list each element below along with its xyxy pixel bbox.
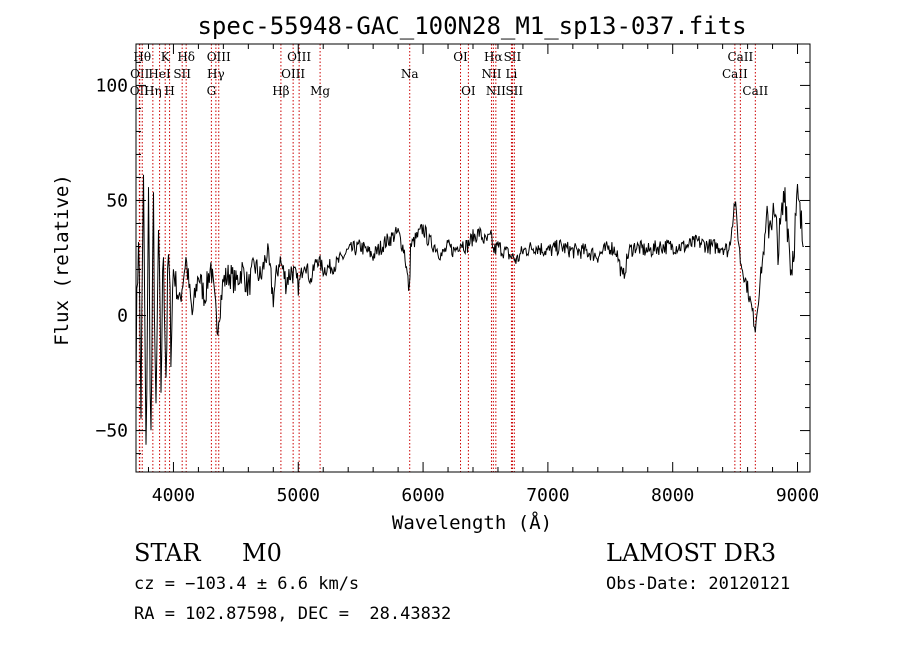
object-class: STAR: [134, 539, 201, 567]
survey-name: LAMOST DR3: [606, 539, 777, 567]
axes: 4000 5000 6000 7000 8000 9000 −50 0 50 100: [95, 44, 819, 506]
line-marker-label: G: [207, 84, 217, 98]
line-marker-label: OIII: [207, 50, 231, 64]
y-tick-label: 100: [95, 75, 128, 96]
line-marker-label: OI: [453, 50, 468, 64]
line-marker-label: Hγ: [207, 67, 225, 81]
line-marker-label: CaII: [742, 84, 768, 98]
x-tick-label: 4000: [152, 485, 195, 506]
line-marker-label: CaII: [722, 67, 748, 81]
line-marker-label: Hα: [484, 50, 503, 64]
line-marker-label: OIII: [287, 50, 311, 64]
line-marker-label: Hη: [144, 84, 162, 98]
spectrum-line: [135, 174, 804, 445]
line-marker-label: Na: [401, 67, 419, 81]
y-axis-label: Flux (relative): [51, 174, 73, 346]
line-marker-label: OI: [461, 84, 476, 98]
line-marker-label: Hβ: [272, 84, 289, 98]
line-marker-label: Hδ: [177, 50, 195, 64]
line-marker-label: Mg: [310, 84, 330, 98]
x-tick-label: 9000: [776, 485, 819, 506]
redshift-velocity: cz = −103.4 ± 6.6 km/s: [134, 574, 360, 594]
x-tick-label: 8000: [651, 485, 694, 506]
observation-date: Obs-Date: 20120121: [606, 574, 791, 594]
line-marker-label: OII: [130, 67, 150, 81]
chart-title: spec-55948-GAC_100N28_M1_sp13-037.fits: [197, 12, 746, 40]
line-markers: OIIOIIHθHηHeIKHSIIHδGHγOIIIHβOIIIOIIIMgN…: [130, 44, 768, 472]
x-tick-label: 7000: [526, 485, 569, 506]
line-marker-label: NII: [481, 67, 501, 81]
line-marker-label: SII: [504, 50, 522, 64]
y-tick-label: −50: [95, 421, 128, 442]
ra-dec-coordinates: RA = 102.87598, DEC = 28.43832: [134, 604, 452, 624]
line-marker-label: H: [164, 84, 174, 98]
line-marker-label: SII: [173, 67, 191, 81]
x-tick-label: 6000: [401, 485, 444, 506]
y-tick-label: 0: [117, 306, 128, 327]
x-axis-label: Wavelength (Å): [392, 511, 552, 534]
line-marker-label: NII: [486, 84, 506, 98]
spectrum-series: [135, 174, 804, 445]
y-tick-label: 50: [106, 190, 128, 211]
x-tick-label: 5000: [277, 485, 320, 506]
line-marker-label: Hθ: [133, 50, 151, 64]
line-marker-label: SII: [505, 84, 523, 98]
line-marker-label: Li: [506, 67, 518, 81]
line-marker-label: K: [161, 50, 171, 64]
plot-frame: [135, 43, 811, 473]
line-marker-label: OIII: [281, 67, 305, 81]
object-subclass: M0: [242, 539, 282, 567]
line-marker-label: CaII: [727, 50, 753, 64]
line-marker-label: HeI: [148, 67, 171, 81]
